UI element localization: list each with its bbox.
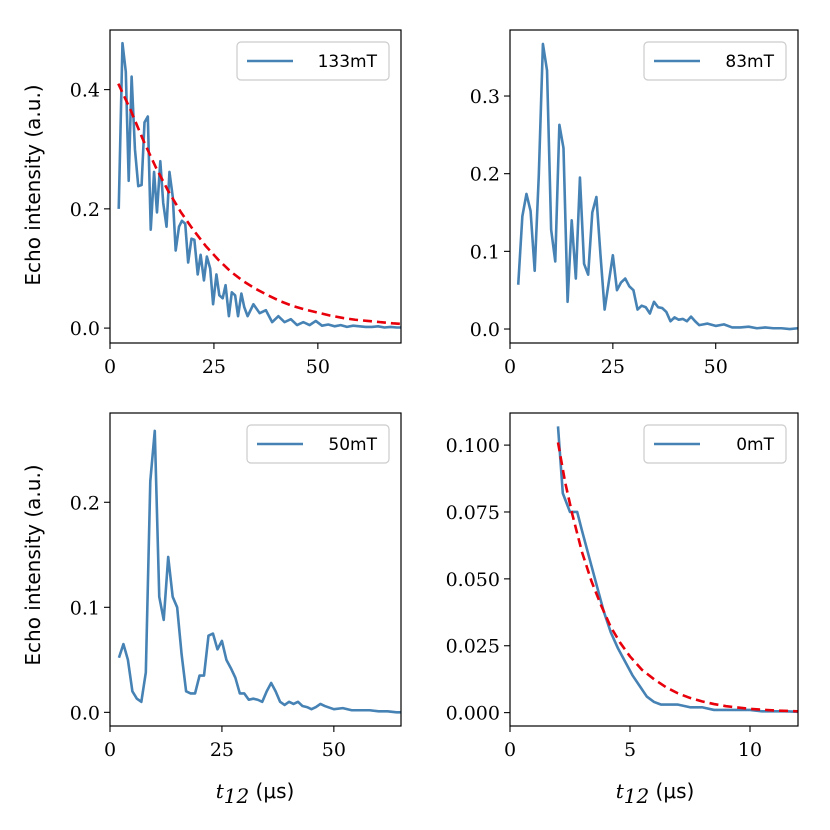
xlabel-bottom-left: t12 (μs) <box>216 779 295 808</box>
y-tick-label: 0.000 <box>446 703 500 725</box>
y-tick-label: 0.2 <box>70 492 100 514</box>
y-tick-label: 0.1 <box>70 597 100 619</box>
x-tick-label: 10 <box>738 739 762 761</box>
xlabel-bottom-right: t12 (μs) <box>616 779 695 808</box>
axes-frame <box>509 412 799 727</box>
y-tick-label: 0.0 <box>70 702 100 724</box>
legend-box <box>643 424 787 464</box>
x-tick-label: 25 <box>210 739 234 761</box>
panel-top-right: 0 25 50 0.0 0.1 0.2 0.3 83mT <box>470 29 799 378</box>
xlabel-t: t <box>616 779 625 803</box>
legend: 133mT <box>236 41 390 81</box>
y-tick-label: 0.100 <box>446 435 500 457</box>
legend: 83mT <box>643 41 787 81</box>
series-line-133mT <box>117 41 401 329</box>
x-tick-label: 0 <box>104 356 116 378</box>
y-tick-label: 0.2 <box>70 199 100 221</box>
y-tick-label: 0.4 <box>70 80 100 102</box>
x-tick-label: 25 <box>601 356 625 378</box>
y-tick-label: 0.1 <box>470 241 500 263</box>
series-line-83mT <box>516 42 798 331</box>
legend: 0mT <box>643 424 787 464</box>
y-tick-label: 0.075 <box>446 502 500 524</box>
series-line-50mT <box>117 429 401 714</box>
xlabel-unit: (μs) <box>649 779 694 803</box>
x-tick-label: 5 <box>624 739 636 761</box>
y-tick-label: 0.2 <box>470 164 500 186</box>
xlabel-sub: 12 <box>624 784 649 808</box>
y-tick-label: 0.0 <box>470 319 500 341</box>
axes-frame <box>109 29 402 344</box>
y-tick-label: 0.025 <box>446 636 500 658</box>
x-tick-label: 0 <box>504 356 516 378</box>
legend-box <box>643 41 787 81</box>
x-tick-label: 0 <box>504 739 516 761</box>
legend-label: 0mT <box>736 435 774 455</box>
legend-label: 133mT <box>318 52 378 72</box>
legend: 50mT <box>246 424 390 464</box>
legend-box <box>246 424 390 464</box>
x-tick-label: 50 <box>322 739 346 761</box>
legend-box <box>236 41 390 81</box>
series-line-fit <box>556 442 798 713</box>
y-tick-label: 0.0 <box>70 318 100 340</box>
y-tick-label: 0.3 <box>470 86 500 108</box>
x-tick-label: 50 <box>306 356 330 378</box>
axes-frame <box>109 412 402 727</box>
xlabel-unit: (μs) <box>249 779 294 803</box>
axes-frame <box>509 29 799 344</box>
legend-label: 83mT <box>725 52 774 72</box>
series-line-fit <box>117 83 401 326</box>
panel-bottom-left: 0 25 50 0.0 0.1 0.2 50mT <box>70 412 402 761</box>
series-line-0mT <box>556 426 798 714</box>
y-tick-label: 0.050 <box>446 569 500 591</box>
legend-label: 50mT <box>328 435 377 455</box>
xlabel-t: t <box>216 779 225 803</box>
ylabel-top: Echo intensity (a.u.) <box>21 84 45 285</box>
ylabel-bottom: Echo intensity (a.u.) <box>21 464 45 665</box>
x-tick-label: 25 <box>202 356 226 378</box>
x-tick-label: 50 <box>704 356 728 378</box>
panel-bottom-right: 0 5 10 0.000 0.025 0.050 0.075 0.100 0mT <box>446 412 799 761</box>
xlabel-sub: 12 <box>224 784 249 808</box>
panel-top-left: 0 25 50 0.0 0.2 0.4 133mT <box>70 29 402 378</box>
x-tick-label: 0 <box>104 739 116 761</box>
